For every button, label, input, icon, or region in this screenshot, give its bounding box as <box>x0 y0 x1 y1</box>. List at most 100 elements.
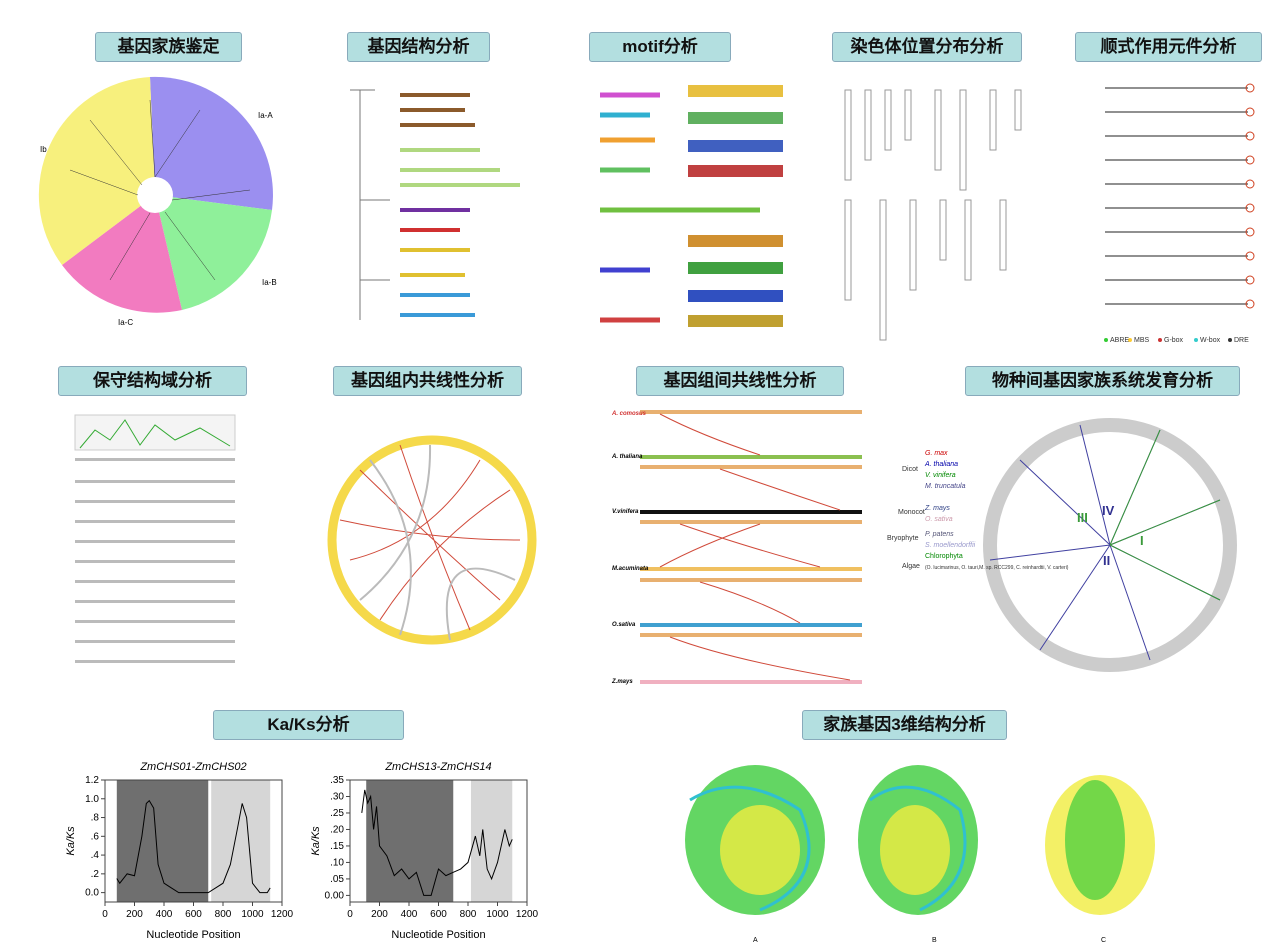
region <box>116 780 209 902</box>
synteny: A. comosus A. thaliana V.vinifera M.acum… <box>611 410 862 685</box>
species-label: A. comosus <box>611 411 647 417</box>
clade-label: II <box>1103 553 1110 568</box>
clade-label: Ib <box>40 145 47 154</box>
chart-title: ZmCHS13-ZmCHS14 <box>384 761 491 773</box>
y-tick-label: .6 <box>91 831 100 842</box>
structure-label: A <box>753 937 758 944</box>
line <box>361 789 513 896</box>
x-tick-label: 400 <box>401 909 418 920</box>
chart-title: ZmCHS01-ZmCHS02 <box>139 761 246 773</box>
species-label: A. thaliana <box>611 454 643 460</box>
panel-title: 基因家族鉴定 <box>95 32 242 62</box>
panel-title: 家族基因3维结构分析 <box>802 710 1007 740</box>
region <box>366 780 454 902</box>
y-tick-label: .30 <box>330 791 344 802</box>
y-tick-label: 0.0 <box>85 888 99 899</box>
y-tick-label: 1.2 <box>85 775 99 786</box>
structure-label: C <box>1101 937 1106 944</box>
y-tick-label: 0.00 <box>325 890 345 901</box>
x-tick-label: 600 <box>185 909 202 920</box>
group-label: Dicot <box>902 466 918 473</box>
legend-label: S. moellendorffii <box>925 542 976 549</box>
y-axis-label: Ka/Ks <box>310 826 322 856</box>
x-tick-label: 600 <box>430 909 447 920</box>
panel-title: 染色体位置分布分析 <box>832 32 1022 62</box>
panel-title: 基因结构分析 <box>347 32 490 62</box>
y-tick-label: .2 <box>91 869 100 880</box>
clade-label: Ia-C <box>118 318 133 327</box>
region <box>211 780 271 902</box>
x-tick-label: 800 <box>215 909 232 920</box>
panel-title: 顺式作用元件分析 <box>1075 32 1262 62</box>
y-tick-label: .4 <box>91 850 100 861</box>
legend-label: MBS <box>1134 337 1150 344</box>
clade-label: Ia-B <box>262 278 277 287</box>
legend-label: O. sativa <box>925 516 953 523</box>
legend-label: Chlorophyta <box>925 553 963 560</box>
kaks-chart: ZmCHS13-ZmCHS14 0.00 .05 .10 .15 .20 .25 .30 .35… <box>310 761 539 941</box>
y-axis-label: Ka/Ks <box>65 826 77 856</box>
x-tick-label: 1000 <box>486 909 509 920</box>
legend-label: DRE <box>1234 337 1249 344</box>
group-label: Monocot <box>898 509 925 516</box>
legend-label: G. max <box>925 450 948 457</box>
legend-label: W-box <box>1200 337 1221 344</box>
group-label: Algae <box>902 563 920 570</box>
x-axis-label: Nucleotide Position <box>146 929 240 941</box>
species-label: Z.mays <box>611 679 633 685</box>
panel-title: motif分析 <box>589 32 731 62</box>
panel-title: 基因组内共线性分析 <box>333 366 522 396</box>
y-tick-label: .10 <box>330 857 344 868</box>
x-axis-label: Nucleotide Position <box>391 929 485 941</box>
panel-title: 基因组间共线性分析 <box>636 366 844 396</box>
y-tick-label: .25 <box>330 808 344 819</box>
clade-label: I <box>1140 533 1144 548</box>
legend-label: M. truncatula <box>925 483 966 490</box>
phylogeny: IV III II I Dicot G. max A. thaliana V. … <box>887 418 1237 672</box>
legend-label: Z. mays <box>924 505 950 512</box>
alignment <box>74 414 236 663</box>
species-label: O.sativa <box>612 622 636 628</box>
y-tick-label: .35 <box>330 775 344 786</box>
species-label: V.vinifera <box>612 509 639 515</box>
legend-label: P. patens <box>925 531 954 538</box>
circos <box>327 435 537 645</box>
legend-label: V. vinifera <box>925 472 956 479</box>
group-label: Bryophyte <box>887 535 919 542</box>
y-tick-label: .05 <box>330 874 344 885</box>
x-tick-label: 1200 <box>271 909 294 920</box>
clade-label: Ia-A <box>258 111 273 120</box>
clade-label: IV <box>1102 503 1115 518</box>
species-label: M.acuminata <box>612 566 649 572</box>
x-tick-label: 1000 <box>241 909 264 920</box>
y-tick-label: .15 <box>330 841 344 852</box>
region <box>470 780 513 902</box>
panel-title: Ka/Ks分析 <box>213 710 404 740</box>
chromosomes <box>844 89 1022 341</box>
protein-structures: A B C <box>685 765 1155 944</box>
legend-label: ABRE <box>1110 337 1129 344</box>
cis-elements: ABRE MBS G-box W-box DRE <box>1104 83 1255 344</box>
panel-title: 物种间基因家族系统发育分析 <box>965 366 1240 396</box>
y-tick-label: 1.0 <box>85 794 99 805</box>
legend-label: A. thaliana <box>924 461 958 468</box>
x-tick-label: 400 <box>156 909 173 920</box>
family-tree: Ia-A Ia-B Ia-C Ib <box>38 76 277 327</box>
x-tick-label: 200 <box>371 909 388 920</box>
x-tick-label: 1200 <box>516 909 539 920</box>
x-tick-label: 0 <box>102 909 108 920</box>
legend-label: G-box <box>1164 337 1184 344</box>
legend-label: (O. lucimarinus, O. tauri,M. sp. RCC299,… <box>925 565 1069 571</box>
kaks-chart: ZmCHS01-ZmCHS02 0.0 .2 .4 .6 .8 1.0 1.2 0 200 400 6… <box>65 761 294 941</box>
motif <box>600 85 783 327</box>
line <box>116 799 271 894</box>
y-tick-label: .8 <box>91 813 100 824</box>
panel-title: 保守结构域分析 <box>58 366 247 396</box>
gene-structure <box>350 89 520 320</box>
y-tick-label: .20 <box>330 824 344 835</box>
structure-label: B <box>932 937 937 944</box>
x-tick-label: 800 <box>460 909 477 920</box>
x-tick-label: 200 <box>126 909 143 920</box>
